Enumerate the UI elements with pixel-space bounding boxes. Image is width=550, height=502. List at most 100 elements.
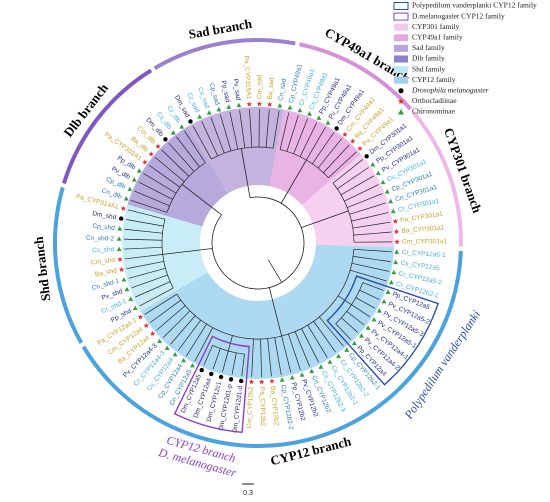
branch-stem [181, 184, 222, 216]
leaf-label: Cm_CYP12b2 [246, 386, 255, 428]
species-marker [246, 101, 252, 107]
leaf-branch [347, 193, 383, 208]
root-stem [268, 259, 283, 283]
species-marker [236, 102, 242, 108]
leaf-label: Pv_sad [232, 78, 242, 101]
leaf-branch [286, 115, 299, 152]
leaf-branch [332, 159, 363, 184]
species-marker [371, 316, 377, 322]
legend-label: CYP49a1 family [412, 33, 463, 42]
leaf-branch [317, 138, 343, 169]
legend-label: Shd family [412, 64, 445, 73]
tree [124, 109, 392, 377]
species-marker [199, 367, 204, 373]
leaf-branch [272, 110, 280, 149]
species-marker [370, 161, 376, 167]
leaf-branch [249, 109, 253, 148]
species-marker [307, 111, 312, 116]
leaf-branch [126, 261, 164, 270]
leaf-branch [294, 331, 311, 367]
species-marker [351, 340, 357, 345]
legend-swatch [398, 88, 404, 94]
legend-label: Polypedilum vanderplanki CYP12 family [412, 1, 537, 10]
leaf-branch [351, 263, 390, 272]
scale-label: 0.3 [243, 490, 253, 497]
leaf-branch [267, 338, 272, 377]
sub-arc [212, 345, 245, 355]
species-marker [181, 357, 187, 363]
branch-label: Sad branch [187, 16, 253, 42]
leaf-branch [281, 335, 292, 373]
leaf-label: Pa_CYP301a1 [400, 211, 444, 225]
leaf-branch [312, 132, 335, 165]
species-marker [392, 218, 398, 224]
leaf-branch [260, 338, 262, 377]
leaf-branch [328, 151, 357, 179]
clade-arc [211, 146, 274, 160]
branch-arc [62, 68, 153, 184]
family-sector [187, 107, 285, 194]
species-marker [228, 377, 234, 382]
leaf-branch [241, 354, 245, 377]
branch-arc [153, 38, 296, 70]
leaf-label: Cn_sad [277, 78, 288, 102]
leaf-branch [279, 112, 290, 150]
leaf-branch [353, 231, 392, 236]
leaf-label: Pa_CYP315A1 [242, 55, 252, 99]
leaf-branch [351, 212, 389, 222]
legend-swatch [393, 2, 409, 10]
species-marker [116, 236, 122, 241]
leaf-branch [229, 111, 239, 150]
leaf-branch [335, 323, 352, 340]
leaf-branch [134, 190, 170, 207]
species-marker [269, 378, 275, 384]
species-marker [157, 338, 163, 343]
species-marker [364, 154, 369, 159]
legend-label: Sad family [412, 43, 445, 52]
species-marker [179, 124, 185, 129]
leaf-label: Cn_dlb [101, 187, 123, 200]
species-marker [142, 159, 148, 165]
legend-swatch [394, 76, 408, 84]
leaf-label: Dm_shd [92, 210, 117, 221]
branch-stem [280, 159, 307, 204]
leaf-branch [210, 117, 225, 154]
species-marker [124, 286, 130, 292]
species-marker [259, 379, 265, 385]
leaf-branch [184, 130, 206, 163]
species-marker [388, 198, 394, 204]
species-marker [121, 277, 127, 282]
legend-swatch [394, 34, 408, 42]
leaf-branch [301, 328, 320, 363]
branch-stem [240, 148, 251, 198]
species-marker [164, 345, 170, 350]
leaf-branch [355, 297, 376, 309]
species-marker [267, 101, 273, 107]
leaf-branch [148, 164, 181, 188]
leaf-branch [131, 274, 168, 289]
leaf-branch [265, 109, 270, 148]
species-marker [334, 126, 339, 131]
species-marker [239, 378, 244, 384]
leaf-branch [194, 327, 214, 362]
species-marker [325, 120, 331, 125]
species-marker [390, 208, 396, 214]
leaf-label: Ba_CYP12b2 [269, 386, 280, 426]
branch-label: Shd branch [31, 235, 54, 302]
species-marker [297, 107, 303, 113]
legend-swatch [394, 66, 408, 74]
leaf-branch [212, 348, 221, 370]
species-marker [120, 205, 127, 211]
leaf-branch [168, 142, 195, 172]
species-marker [127, 186, 133, 191]
leaf-label: Ba_shd [94, 267, 117, 278]
legend-swatch [394, 23, 408, 31]
species-marker [316, 115, 322, 120]
species-marker [131, 177, 137, 182]
leaf-branch [323, 144, 350, 173]
species-marker [375, 170, 381, 176]
species-marker [188, 119, 193, 124]
legend-label: CYP301 family [412, 22, 460, 31]
